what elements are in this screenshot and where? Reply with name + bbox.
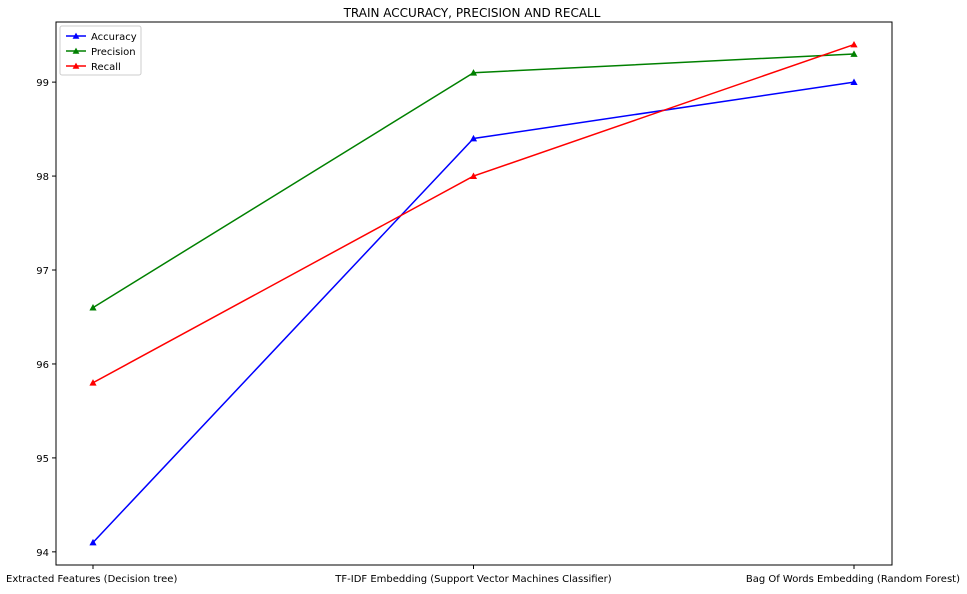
legend-marker (72, 47, 80, 54)
data-point-precision (850, 50, 858, 57)
data-point-accuracy (850, 78, 858, 86)
x-tick-label: Extracted Features (Decision tree) (6, 574, 177, 585)
plot-area (55, 21, 893, 566)
legend-box (59, 25, 142, 76)
y-tick-label: 95 (36, 454, 49, 465)
data-point-precision (89, 303, 97, 311)
y-axis: 94 95 96 97 98 99 (36, 78, 56, 559)
series-layer (89, 40, 858, 546)
data-point-recall (89, 379, 97, 386)
series-precision (89, 50, 858, 311)
series-accuracy (89, 78, 858, 546)
data-point-recall (469, 172, 478, 179)
legend-marker (72, 32, 80, 39)
legend-label: Accuracy (91, 32, 137, 43)
legend-label: Recall (91, 62, 121, 73)
data-point-recall (850, 40, 858, 48)
y-tick-label: 94 (36, 548, 49, 559)
data-point-accuracy (469, 134, 478, 142)
chart-title: TRAIN ACCURACY, PRECISION AND RECALL (343, 6, 601, 20)
y-tick-label: 98 (36, 172, 49, 183)
y-tick-label: 97 (36, 266, 49, 277)
legend-marker (72, 62, 80, 69)
x-axis: Extracted Features (Decision tree) TF-IDF… (6, 565, 960, 585)
x-tick-label: TF-IDF Embedding (Support Vector Machine… (334, 574, 612, 585)
y-tick-label: 96 (36, 360, 49, 371)
legend-label: Precision (91, 47, 136, 58)
data-point-precision (469, 69, 478, 76)
data-point-accuracy (89, 538, 97, 546)
y-tick-label: 99 (36, 78, 49, 89)
x-tick-label: Bag Of Words Embedding (Random Forest) (746, 574, 960, 585)
series-recall (89, 40, 858, 386)
legend: Accuracy Precision Recall (59, 25, 142, 76)
